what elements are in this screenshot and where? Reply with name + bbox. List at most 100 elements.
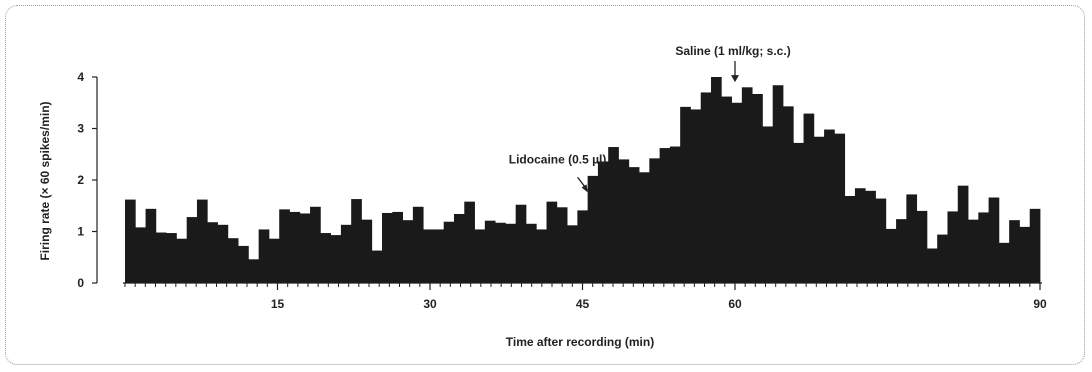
bar	[310, 206, 321, 283]
bar	[248, 259, 260, 283]
bar	[320, 233, 332, 283]
bar	[762, 126, 774, 283]
y-tick-label: 0	[77, 276, 84, 290]
bars-group	[125, 77, 1041, 284]
bar	[700, 92, 712, 283]
bar	[166, 233, 177, 283]
bar	[258, 229, 270, 283]
bar	[299, 213, 311, 283]
bar	[145, 208, 157, 283]
bar	[813, 136, 825, 283]
bar	[382, 212, 393, 283]
x-tick-label: 30	[423, 297, 437, 311]
bar	[649, 158, 661, 283]
bar	[556, 207, 568, 283]
bar	[597, 161, 609, 283]
bar	[464, 201, 475, 283]
bar	[875, 198, 887, 283]
bar	[392, 211, 403, 283]
bar	[186, 217, 198, 283]
bar	[896, 219, 907, 283]
bar	[125, 199, 136, 283]
y-tick-label: 4	[77, 70, 84, 84]
bar	[844, 195, 856, 283]
bar	[155, 232, 167, 283]
bar	[628, 167, 640, 284]
y-axis-label: Firing rate (× 60 spikes/min)	[38, 101, 52, 260]
bar	[885, 228, 897, 283]
bar	[752, 94, 763, 283]
bar	[423, 229, 434, 283]
bar	[402, 220, 414, 283]
y-tick-label: 3	[77, 122, 84, 136]
bar	[824, 129, 835, 283]
bar	[227, 238, 239, 283]
bar	[340, 224, 352, 283]
bar	[577, 210, 589, 283]
y-tick-label: 2	[77, 173, 84, 187]
lidocaine-arrowhead	[581, 184, 588, 193]
bar	[988, 197, 1000, 283]
x-tick-label: 90	[1033, 297, 1047, 311]
figure-frame	[5, 5, 1085, 365]
bar	[135, 227, 146, 283]
bar	[782, 106, 794, 283]
bar	[330, 235, 342, 283]
bar	[217, 224, 229, 283]
bar	[176, 238, 188, 283]
bar	[916, 210, 928, 283]
bar	[371, 250, 383, 283]
bar	[238, 245, 249, 283]
bar	[268, 238, 280, 283]
bar	[207, 222, 218, 283]
bar	[906, 194, 918, 283]
bar	[495, 222, 506, 283]
y-tick-label: 1	[77, 225, 84, 239]
annotations-group: Lidocaine (0.5 µl) Saline (1 ml/kg; s.c.)	[509, 44, 791, 193]
bar	[803, 113, 815, 283]
bar	[515, 204, 527, 283]
bar	[196, 199, 208, 283]
x-tick-label: 60	[728, 297, 742, 311]
bar	[680, 106, 691, 284]
bar	[957, 185, 969, 283]
bar	[865, 190, 876, 283]
bar	[926, 248, 938, 283]
bar	[608, 147, 619, 283]
bar	[412, 206, 424, 283]
lidocaine-annotation: Lidocaine (0.5 µl)	[509, 152, 607, 166]
bar	[854, 188, 866, 283]
bar	[546, 201, 558, 283]
bar	[289, 211, 301, 283]
x-ticks-group: 15 30 45 60 90	[124, 283, 1047, 311]
bar	[1029, 208, 1041, 283]
bar	[731, 102, 743, 283]
y-ticks-group: 0 1 2 3 4	[77, 70, 97, 290]
bar	[659, 148, 671, 283]
bar	[834, 133, 846, 283]
bar	[741, 87, 753, 283]
x-axis-label: Time after recording (min)	[506, 335, 654, 349]
bar	[536, 229, 547, 283]
bar	[1009, 220, 1020, 283]
bar	[525, 223, 537, 283]
bar	[669, 146, 681, 283]
bar	[505, 223, 517, 283]
bar	[998, 242, 1010, 283]
saline-arrowhead	[731, 75, 739, 83]
bar	[587, 175, 599, 283]
bar	[433, 229, 445, 283]
bar	[1019, 226, 1031, 283]
bar	[721, 96, 732, 283]
bar	[443, 221, 455, 283]
bar	[453, 213, 465, 283]
bar	[711, 77, 722, 283]
x-tick-label: 45	[576, 297, 590, 311]
bar	[351, 199, 362, 283]
bar	[772, 85, 784, 284]
bar	[474, 229, 486, 283]
bar	[618, 159, 630, 283]
bar	[968, 219, 979, 283]
bar	[279, 209, 290, 283]
